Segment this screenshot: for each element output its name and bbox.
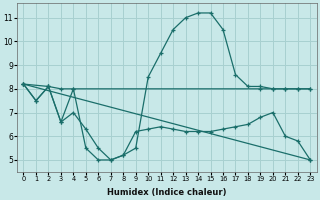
X-axis label: Humidex (Indice chaleur): Humidex (Indice chaleur): [107, 188, 227, 197]
